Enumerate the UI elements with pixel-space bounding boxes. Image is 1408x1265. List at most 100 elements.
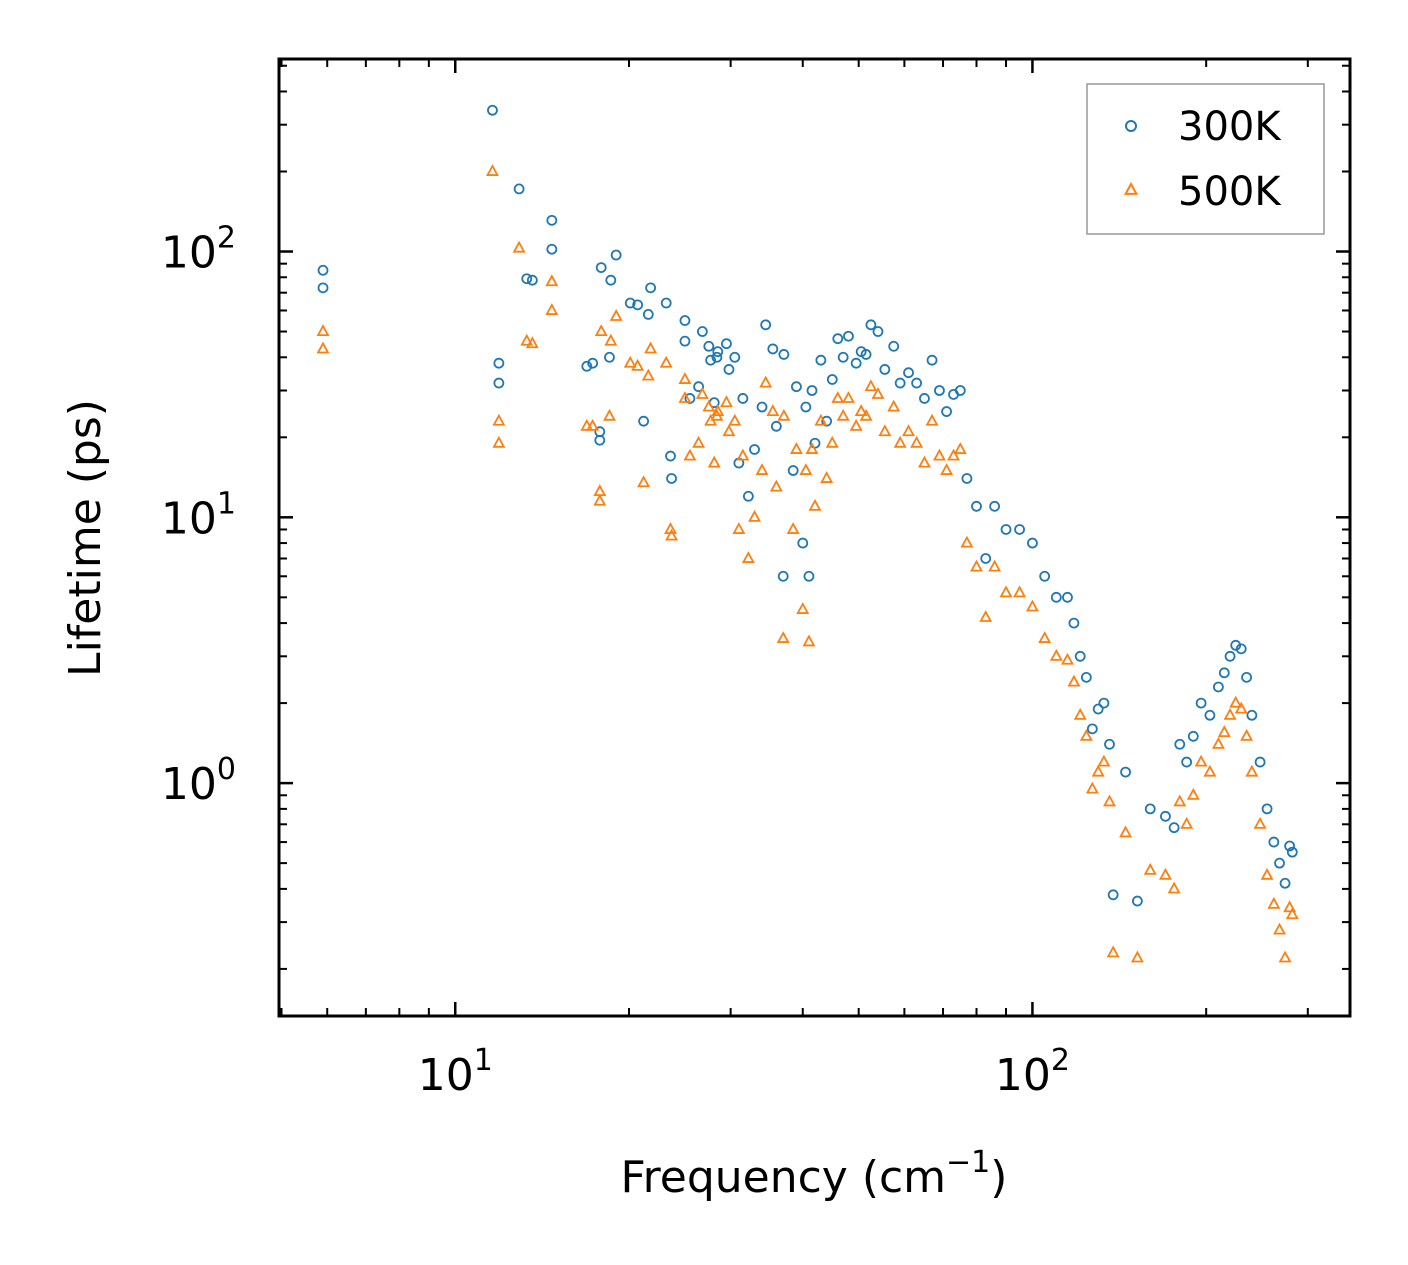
scatter-point-300k xyxy=(317,282,329,294)
scatter-point-500k xyxy=(1103,794,1116,807)
scatter-point-300k xyxy=(926,354,938,366)
scatter-point-300k xyxy=(879,364,891,375)
scatter-point-300k xyxy=(546,243,558,255)
y-axis-label: Lifetime (ps) xyxy=(60,399,111,677)
scatter-point-300k xyxy=(696,326,708,337)
scatter-point-300k xyxy=(666,473,677,484)
scatter-point-500k xyxy=(932,448,946,461)
y-tick-label: 100 xyxy=(161,752,236,810)
legend-marker-300k xyxy=(1125,120,1137,132)
scatter-point-500k xyxy=(878,424,892,437)
scatter-point-500k xyxy=(808,498,822,511)
scatter-point-300k xyxy=(1120,766,1131,778)
legend-box xyxy=(1086,83,1325,235)
scatter-point-300k xyxy=(1092,703,1104,715)
scatter-point-300k xyxy=(546,214,558,226)
scatter-point-500k xyxy=(805,442,819,454)
scatter-point-500k xyxy=(1091,764,1105,777)
scatter-point-500k xyxy=(545,303,559,315)
scatter-point-300k xyxy=(894,377,906,389)
scatter-point-300k xyxy=(1039,570,1051,582)
scatter-point-500k xyxy=(695,387,709,399)
scatter-point-500k xyxy=(825,435,839,448)
scatter-point-300k xyxy=(487,104,498,116)
scatter-point-300k xyxy=(1274,857,1285,869)
scatter-point-300k xyxy=(1104,738,1115,750)
scatter-point-500k xyxy=(864,379,878,392)
scatter-point-300k xyxy=(803,570,815,582)
scatter-point-300k xyxy=(800,401,812,413)
scatter-point-300k xyxy=(791,381,802,393)
scatter-point-500k xyxy=(1186,787,1200,800)
scatter-point-500k xyxy=(1283,900,1297,913)
scatter-point-300k xyxy=(777,570,789,582)
scatter-point-300k xyxy=(934,385,945,396)
scatter-point-300k xyxy=(1213,681,1224,693)
scatter-point-500k xyxy=(786,522,800,534)
scatter-point-300k xyxy=(756,401,768,413)
scatter-point-500k xyxy=(1285,907,1299,920)
scatter-point-300k xyxy=(605,274,617,286)
scatter-point-500k xyxy=(665,528,679,541)
scatter-point-500k xyxy=(1049,648,1063,661)
scatter-point-500k xyxy=(525,336,539,349)
scatter-point-300k xyxy=(1160,810,1171,822)
scatter-point-300k xyxy=(513,183,525,195)
scatter-point-300k xyxy=(1074,650,1086,662)
scatter-point-500k xyxy=(722,424,736,437)
scatter-point-500k xyxy=(789,442,803,454)
scatter-point-300k xyxy=(660,297,672,309)
scatter-point-300k xyxy=(711,351,723,363)
x-axis-label-close: ) xyxy=(990,1152,1007,1203)
scatter-point-500k xyxy=(887,399,901,412)
scatter-point-300k xyxy=(521,273,533,285)
scatter-point-300k xyxy=(980,553,992,564)
tick-labels: 101 102 100 101 102 xyxy=(161,221,1070,1101)
scatter-point-300k xyxy=(832,333,844,345)
scatter-point-300k xyxy=(961,473,973,484)
scatter-point-300k xyxy=(1261,803,1273,815)
scatter-point-500k xyxy=(1106,945,1120,958)
scatter-point-500k xyxy=(702,399,716,412)
scatter-point-500k xyxy=(1085,781,1099,794)
scatter-point-500k xyxy=(732,522,746,534)
scatter-point-500k xyxy=(814,413,828,426)
scatter-point-500k xyxy=(641,368,655,381)
scatter-point-500k xyxy=(707,455,721,468)
scatter-point-500k xyxy=(683,448,697,461)
legend: 300K 500K xyxy=(1086,83,1325,235)
scatter-point-500k xyxy=(917,455,931,468)
scatter-point-500k xyxy=(947,448,961,461)
scatter-point-500k xyxy=(1180,816,1194,829)
scatter-point-500k xyxy=(492,413,506,426)
scatter-point-500k xyxy=(910,435,924,448)
scatter-point-300k xyxy=(632,299,644,311)
scatter-point-500k xyxy=(988,559,1002,572)
scatter-point-500k xyxy=(485,164,499,176)
scatter-point-500k xyxy=(594,324,608,337)
scatter-point-300k xyxy=(850,357,862,369)
scatter-point-500k xyxy=(1073,707,1087,720)
scatter-point-500k xyxy=(593,493,607,506)
scatter-point-500k xyxy=(1194,754,1208,767)
scatter-point-500k xyxy=(741,551,755,563)
scatter-point-500k xyxy=(520,333,534,346)
scatter-point-500k xyxy=(777,408,791,421)
scatter-point-300k xyxy=(1131,895,1143,907)
scatter-point-500k xyxy=(849,418,863,431)
scatter-point-300k xyxy=(1187,730,1199,742)
scatter-point-300k xyxy=(821,415,833,427)
scatter-point-500k xyxy=(1234,701,1248,714)
scatter-point-500k xyxy=(1097,754,1111,767)
scatter-point-300k xyxy=(684,393,696,404)
scatter-point-500k xyxy=(644,341,658,354)
scatter-point-500k xyxy=(678,372,692,384)
scatter-point-500k xyxy=(1130,950,1144,963)
scatter-point-500k xyxy=(1167,881,1181,894)
scatter-point-300k xyxy=(1080,671,1092,683)
scatter-point-500k xyxy=(545,274,559,287)
scatter-point-500k xyxy=(593,484,607,497)
scatter-point-300k xyxy=(1174,738,1186,750)
scatter-point-500k xyxy=(1253,816,1267,829)
scatter-point-300k xyxy=(1144,803,1156,815)
